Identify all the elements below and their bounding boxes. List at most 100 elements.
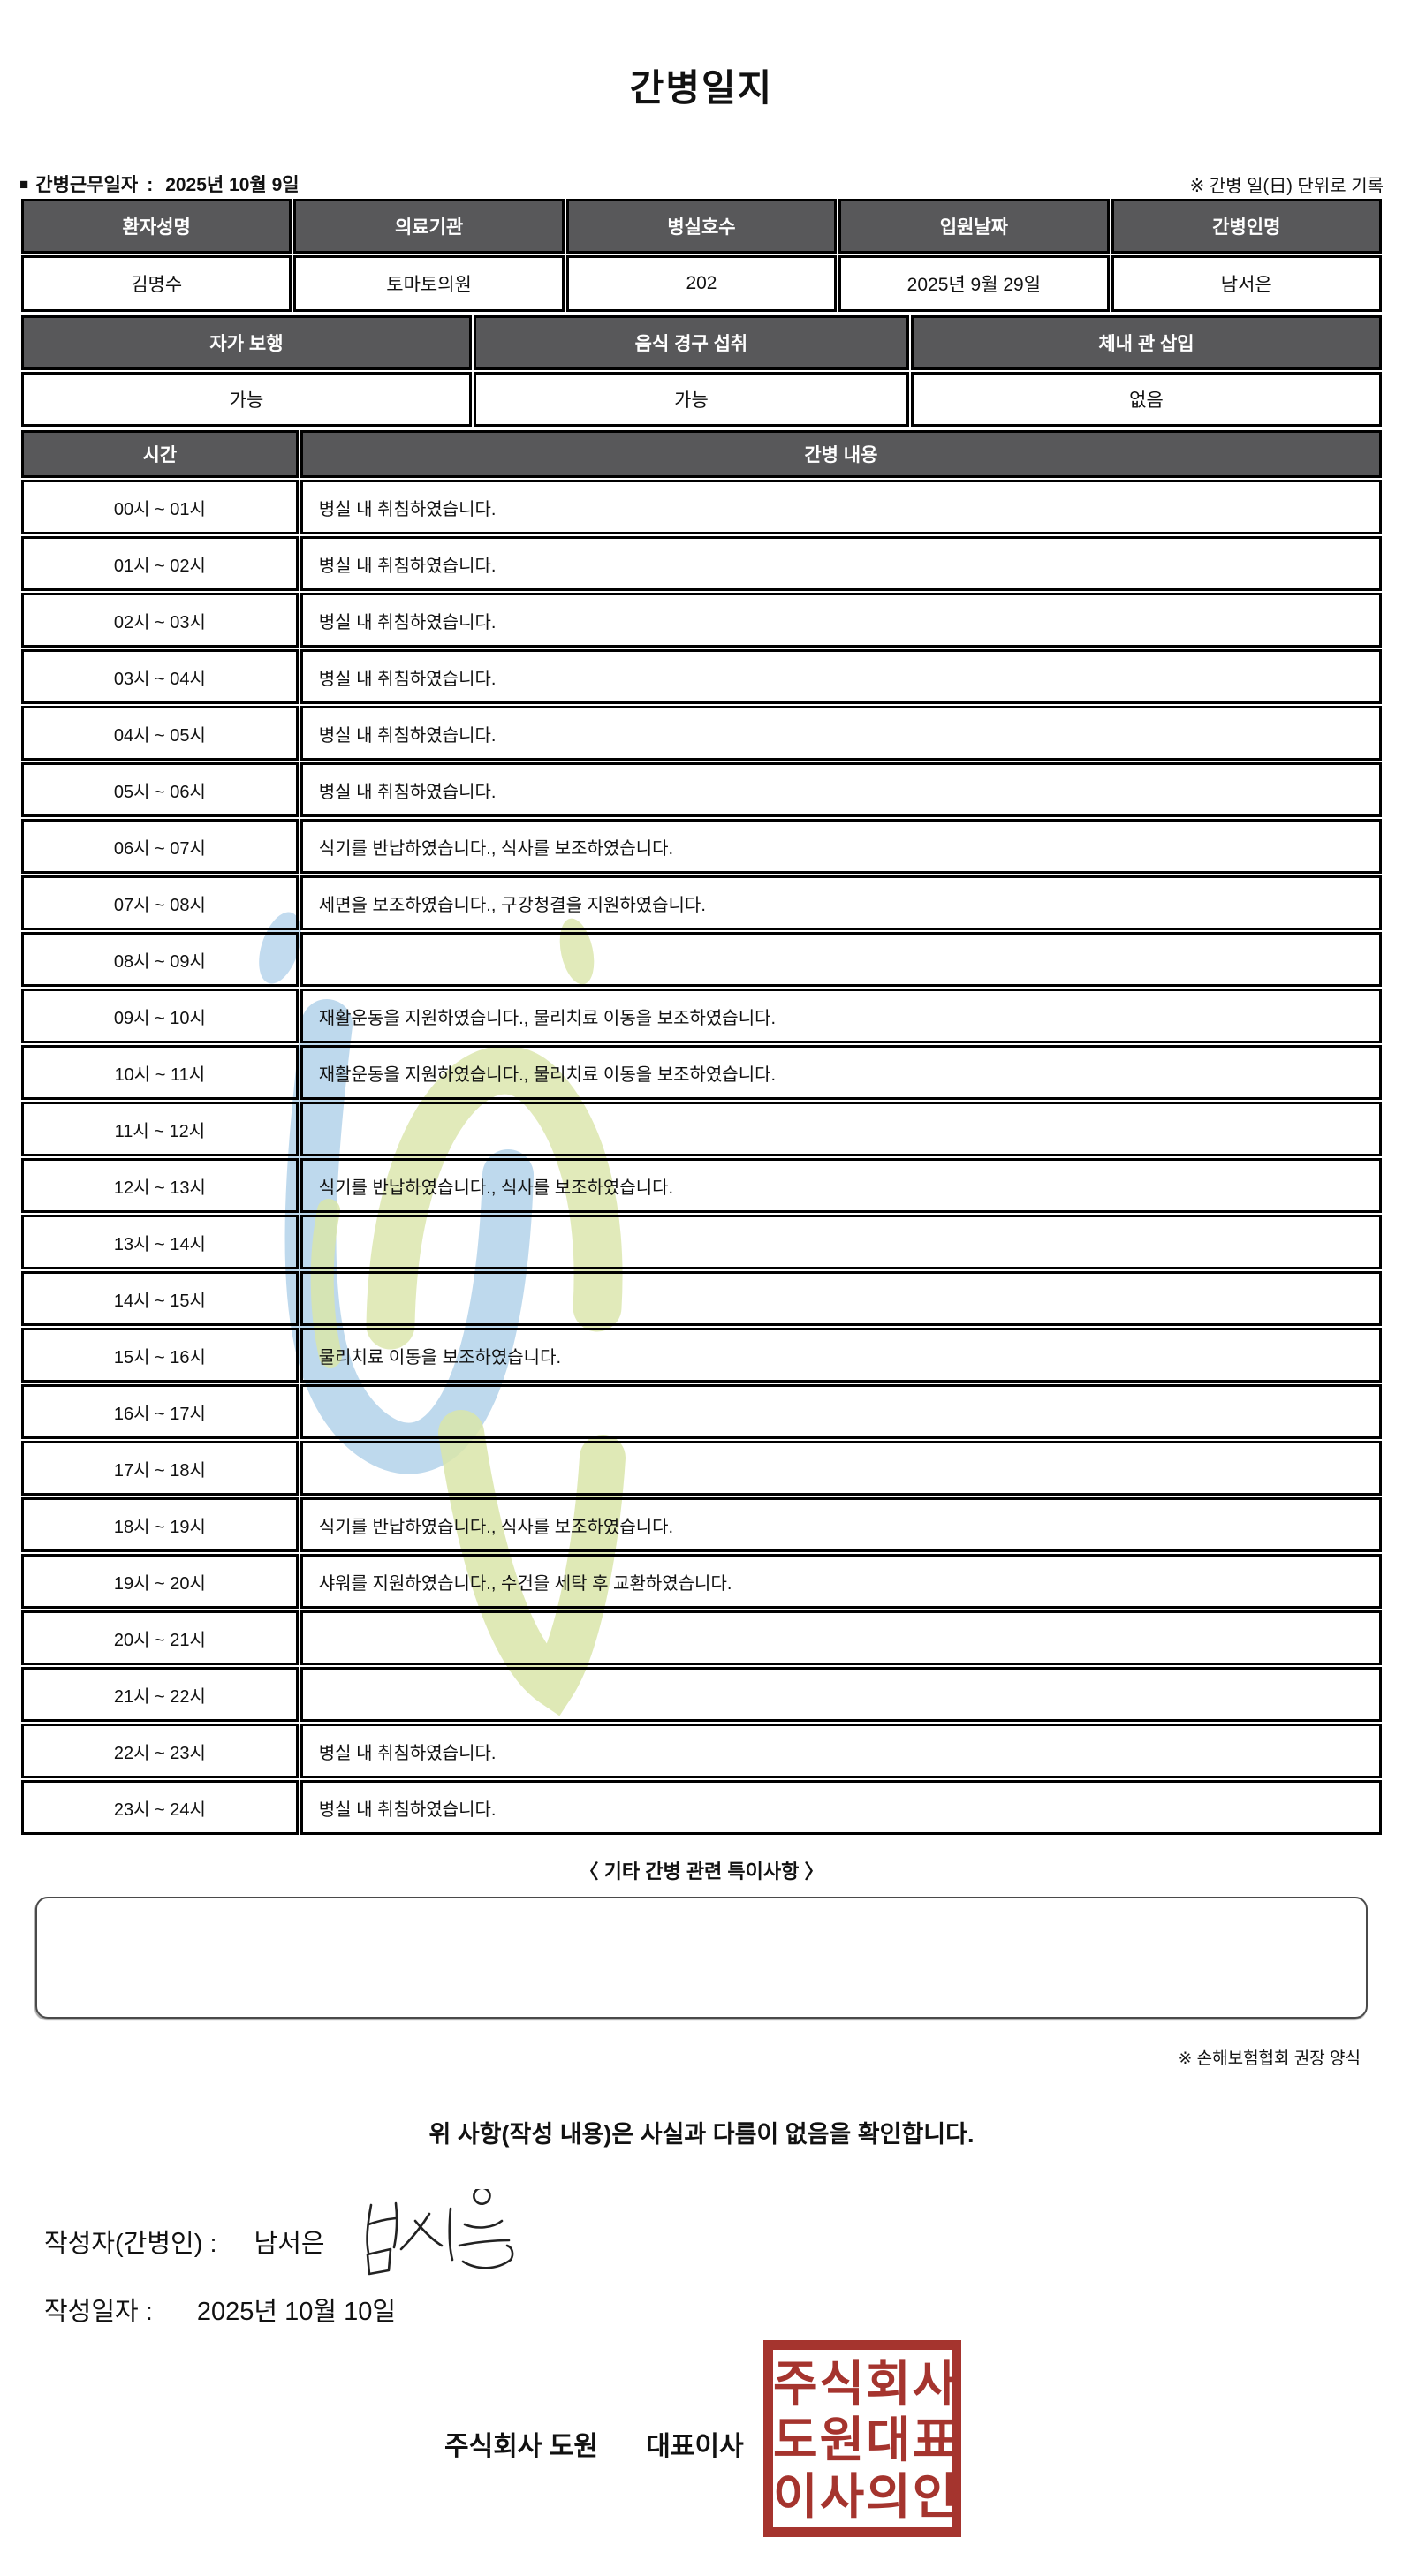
- care-content: 물리치료 이동을 보조하였습니다.: [300, 1328, 1382, 1383]
- care-row-16: 16시 ~ 17시: [21, 1384, 1382, 1439]
- care-content: 병실 내 취침하였습니다.: [300, 593, 1382, 648]
- header-care-content: 간병 내용: [300, 430, 1382, 478]
- care-content: 식기를 반납하였습니다., 식사를 보조하였습니다.: [300, 1497, 1382, 1552]
- header-oral-intake: 음식 경구 섭취: [473, 315, 909, 370]
- care-content: 병실 내 취침하였습니다.: [300, 706, 1382, 761]
- care-content: 병실 내 취침하였습니다.: [300, 536, 1382, 591]
- company-role: 대표이사: [646, 2432, 744, 2461]
- care-content: [300, 1610, 1382, 1665]
- care-row-05: 05시 ~ 06시 병실 내 취침하였습니다.: [21, 762, 1382, 817]
- time-label: 04시 ~ 05시: [21, 706, 299, 761]
- value-admission-date: 2025년 9월 29일: [838, 255, 1110, 312]
- care-row-08: 08시 ~ 09시: [21, 932, 1382, 987]
- care-content: 샤워를 지원하였습니다., 수건을 세탁 후 교환하였습니다.: [300, 1554, 1382, 1609]
- header-room-number: 병실호수: [565, 199, 838, 254]
- care-row-21: 21시 ~ 22시: [21, 1667, 1382, 1722]
- written-date-row: 작성일자 : 2025년 10월 10일: [44, 2291, 1403, 2328]
- time-label: 20시 ~ 21시: [21, 1610, 299, 1665]
- care-row-14: 14시 ~ 15시: [21, 1271, 1382, 1326]
- care-row-10: 10시 ~ 11시 재활운동을 지원하였습니다., 물리치료 이동을 보조하였습니…: [21, 1045, 1382, 1100]
- care-content: [300, 1102, 1382, 1156]
- writer-row: 작성자(간병인) : 남서은: [44, 2189, 1403, 2282]
- meta-row: ■ 간병근무일자:2025년 10월 9일 ※ 간병 일(日) 단위로 기록: [19, 170, 1384, 197]
- patient-info-value-row: 김명수 토마토의원 202 2025년 9월 29일 남서은: [21, 255, 1382, 312]
- care-row-06: 06시 ~ 07시 식기를 반납하였습니다., 식사를 보조하였습니다.: [21, 819, 1382, 874]
- value-oral-intake: 가능: [473, 372, 909, 427]
- time-label: 21시 ~ 22시: [21, 1667, 299, 1722]
- time-label: 03시 ~ 04시: [21, 649, 299, 704]
- work-date-colon: :: [147, 175, 154, 195]
- time-label: 11시 ~ 12시: [21, 1102, 299, 1156]
- time-label: 13시 ~ 14시: [21, 1215, 299, 1269]
- company-line: 주식회사 도원 대표이사: [444, 2424, 744, 2463]
- written-date-label: 작성일자 :: [44, 2298, 153, 2326]
- care-content: 병실 내 취침하였습니다.: [300, 1724, 1382, 1778]
- care-row-19: 19시 ~ 20시 샤워를 지원하였습니다., 수건을 세탁 후 교환하였습니다.: [21, 1554, 1382, 1609]
- time-label: 18시 ~ 19시: [21, 1497, 299, 1552]
- care-content: [300, 1441, 1382, 1496]
- care-row-13: 13시 ~ 14시: [21, 1215, 1382, 1269]
- time-label: 05시 ~ 06시: [21, 762, 299, 817]
- writer-name: 남서은: [254, 2230, 325, 2258]
- writer-label: 작성자(간병인) :: [44, 2230, 217, 2258]
- stamp-line-2: 도원대표: [773, 2413, 959, 2467]
- insurance-form-note: ※ 손해보험협회 권장 양식: [1178, 2049, 1361, 2068]
- care-row-00: 00시 ~ 01시 병실 내 취침하였습니다.: [21, 480, 1382, 534]
- square-bullet-icon: ■: [19, 176, 29, 193]
- patient-info-table: 환자성명 의료기관 병실호수 입원날짜 간병인명 김명수 토마토의원 202 2…: [19, 197, 1384, 314]
- time-label: 08시 ~ 09시: [21, 932, 299, 987]
- time-label: 15시 ~ 16시: [21, 1328, 299, 1383]
- care-content: [300, 932, 1382, 987]
- time-label: 06시 ~ 07시: [21, 819, 299, 874]
- time-label: 09시 ~ 10시: [21, 989, 299, 1043]
- time-label: 22시 ~ 23시: [21, 1724, 299, 1778]
- care-row-09: 09시 ~ 10시 재활운동을 지원하였습니다., 물리치료 이동을 보조하였습니…: [21, 989, 1382, 1043]
- work-date-line: ■ 간병근무일자:2025년 10월 9일: [19, 170, 300, 197]
- care-content: 재활운동을 지원하였습니다., 물리치료 이동을 보조하였습니다.: [300, 989, 1382, 1043]
- care-row-15: 15시 ~ 16시 물리치료 이동을 보조하였습니다.: [21, 1328, 1382, 1383]
- care-row-12: 12시 ~ 13시 식기를 반납하였습니다., 식사를 보조하였습니다.: [21, 1158, 1382, 1213]
- hourly-care-table: 시간 간병 내용 00시 ~ 01시 병실 내 취침하였습니다. 01시 ~ 02…: [19, 428, 1384, 1837]
- header-tube-insertion: 체내 관 삽입: [910, 315, 1382, 370]
- care-content: [300, 1667, 1382, 1722]
- time-label: 02시 ~ 03시: [21, 593, 299, 648]
- time-label: 10시 ~ 11시: [21, 1045, 299, 1100]
- care-row-20: 20시 ~ 21시: [21, 1610, 1382, 1665]
- care-content: 병실 내 취침하였습니다.: [300, 1780, 1382, 1835]
- corporate-seal-stamp: 주식회사 도원대표 이사의인: [763, 2340, 961, 2537]
- time-label: 19시 ~ 20시: [21, 1554, 299, 1609]
- care-row-17: 17시 ~ 18시: [21, 1441, 1382, 1496]
- header-caregiver-name: 간병인명: [1111, 199, 1382, 254]
- value-patient-name: 김명수: [21, 255, 292, 312]
- care-header-row: 시간 간병 내용: [21, 430, 1382, 478]
- page-title: 간병일지: [629, 67, 774, 109]
- value-caregiver-name: 남서은: [1111, 255, 1382, 312]
- patient-info-header-row: 환자성명 의료기관 병실호수 입원날짜 간병인명: [21, 199, 1382, 254]
- care-content: [300, 1384, 1382, 1439]
- company-seal-block: 주식회사 도원 대표이사 주식회사 도원대표 이사의인: [0, 2338, 1403, 2576]
- time-label: 16시 ~ 17시: [21, 1384, 299, 1439]
- time-label: 14시 ~ 15시: [21, 1271, 299, 1326]
- special-notes-box: [35, 1897, 1368, 2019]
- time-label: 12시 ~ 13시: [21, 1158, 299, 1213]
- time-label: 17시 ~ 18시: [21, 1441, 299, 1496]
- stamp-line-3: 이사의인: [773, 2469, 959, 2524]
- special-notes-title: 〈 기타 간병 관련 특이사항 〉: [579, 1860, 824, 1883]
- care-row-02: 02시 ~ 03시 병실 내 취침하였습니다.: [21, 593, 1382, 648]
- care-row-01: 01시 ~ 02시 병실 내 취침하였습니다.: [21, 536, 1382, 591]
- care-row-11: 11시 ~ 12시: [21, 1102, 1382, 1156]
- value-room-number: 202: [565, 255, 838, 312]
- header-patient-name: 환자성명: [21, 199, 292, 254]
- care-row-18: 18시 ~ 19시 식기를 반납하였습니다., 식사를 보조하였습니다.: [21, 1497, 1382, 1552]
- header-time: 시간: [21, 430, 299, 478]
- value-self-walking: 가능: [21, 372, 472, 427]
- confirmation-statement: 위 사항(작성 내용)은 사실과 다름이 없음을 확인합니다.: [428, 2121, 975, 2148]
- writer-signature-handwriting: [365, 2189, 513, 2276]
- work-date-label: 간병근무일자: [35, 175, 139, 195]
- care-content: 병실 내 취침하였습니다.: [300, 480, 1382, 534]
- time-label: 01시 ~ 02시: [21, 536, 299, 591]
- stamp-line-1: 주식회사: [773, 2356, 959, 2411]
- time-label: 23시 ~ 24시: [21, 1780, 299, 1835]
- value-tube-insertion: 없음: [910, 372, 1382, 427]
